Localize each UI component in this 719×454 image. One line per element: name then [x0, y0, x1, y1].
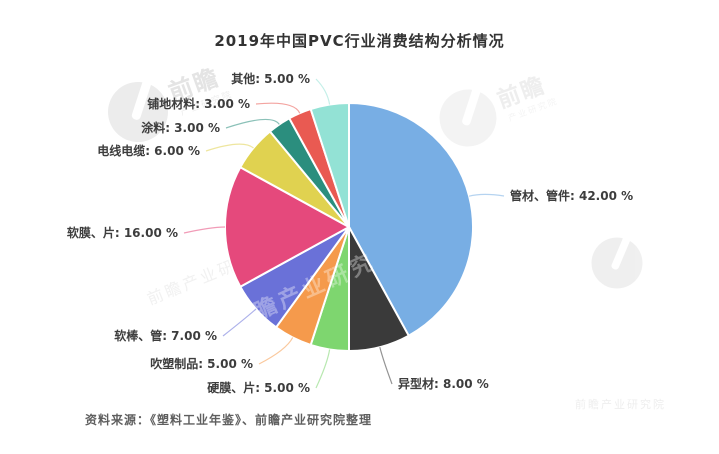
slice-label-3: 吹塑制品: 5.00 % — [150, 357, 253, 371]
leader-line-9 — [315, 78, 331, 105]
watermark-text-bottom-right: 前瞻产业研究院 — [575, 397, 666, 411]
slice-label-4: 软棒、管: 7.00 % — [114, 329, 217, 343]
watermark-logo — [591, 234, 643, 289]
leader-line-8 — [255, 102, 301, 114]
slice-label-9: 其他: 5.00 % — [231, 72, 310, 86]
pie-slice-9 — [309, 102, 350, 228]
watermark-logo-slash — [611, 234, 632, 270]
slice-label-1: 异型材: 8.00 % — [398, 377, 489, 391]
slice-label-0: 管材、管件: 42.00 % — [510, 189, 634, 203]
watermark-logo-slash — [131, 77, 152, 120]
slice-label-7: 涂料: 3.00 % — [141, 121, 220, 135]
leader-line-7 — [225, 118, 280, 129]
chart-title: 2019年中国PVC行业消费结构分析情况 — [214, 32, 505, 50]
slice-label-5: 软膜、片: 16.00 % — [66, 226, 178, 240]
slice-label-2: 硬膜、片: 5.00 % — [207, 381, 310, 395]
source-note: 资料来源：《塑料工业年鉴》、前瞻产业研究院整理 — [85, 413, 373, 427]
slice-label-6: 电线电缆: 6.00 % — [97, 144, 200, 158]
leader-line-4 — [222, 308, 257, 337]
leader-line-0 — [468, 193, 505, 197]
leader-line-6 — [205, 143, 254, 152]
leader-line-3 — [258, 337, 294, 365]
leader-line-1 — [379, 346, 393, 385]
leader-line-5 — [183, 226, 226, 234]
leader-line-2 — [315, 349, 331, 389]
slice-label-8: 铺地材料: 3.00 % — [147, 97, 250, 111]
watermark-logo-slash — [462, 84, 482, 126]
watermark-logo: 前瞻产业研究院 — [439, 71, 560, 147]
